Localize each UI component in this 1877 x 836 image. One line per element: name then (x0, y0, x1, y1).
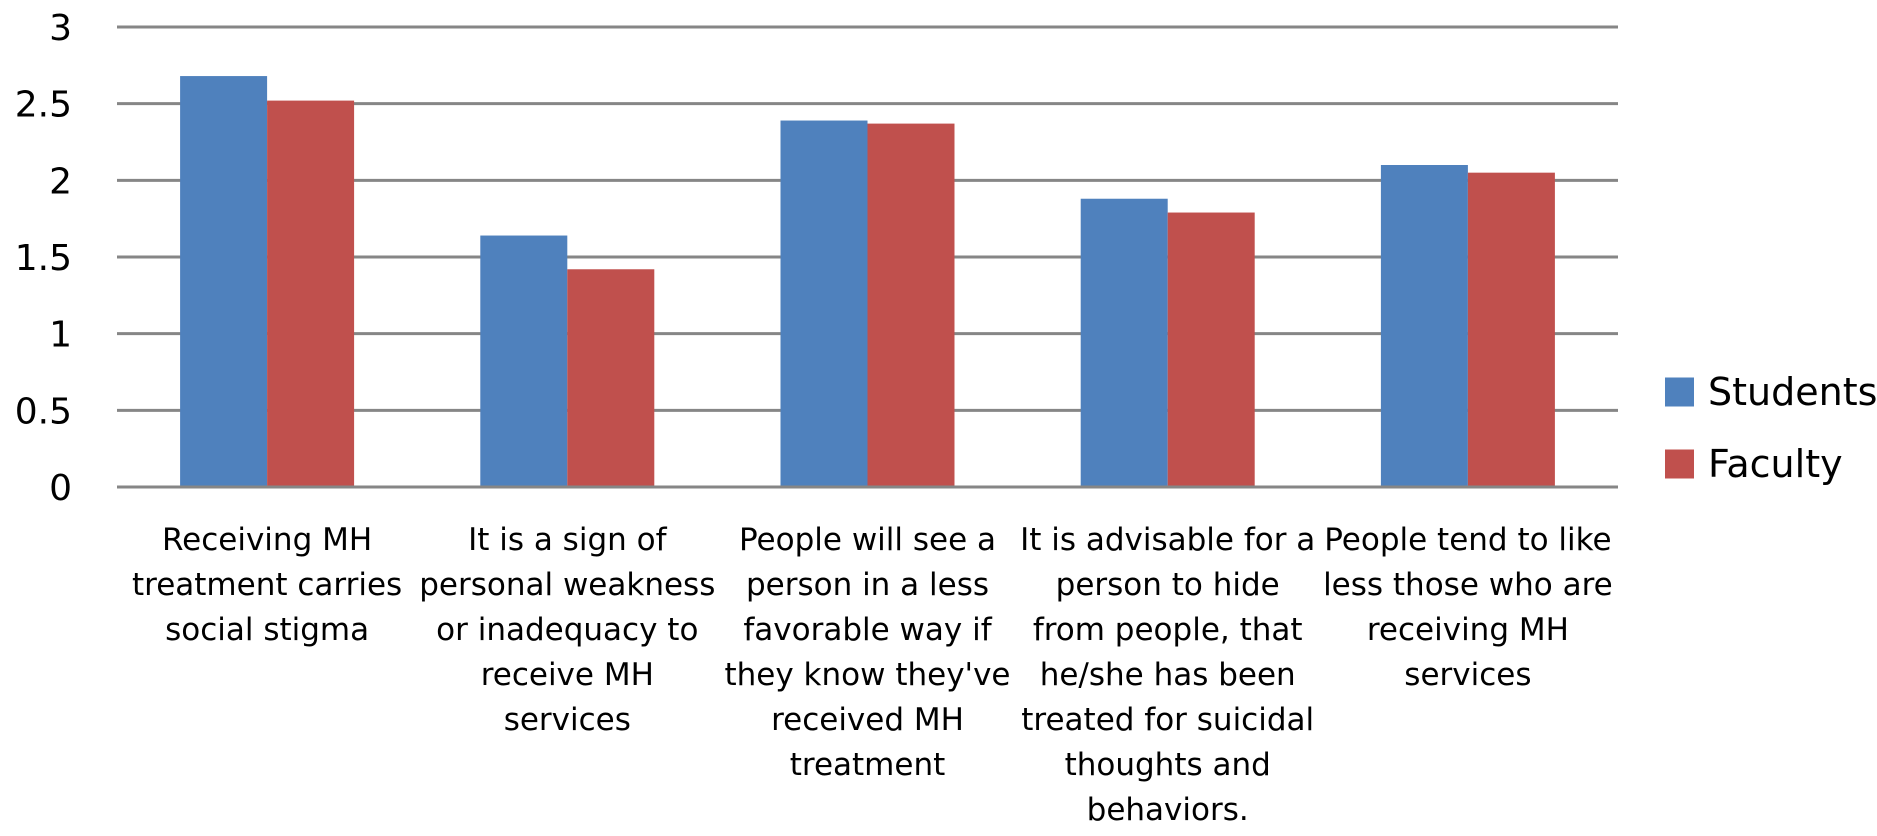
legend-label-faculty: Faculty (1708, 442, 1843, 486)
bar-students-4 (1080, 198, 1168, 487)
x-category-label: It is advisable for a person to hide from … (1020, 522, 1315, 828)
legend-label-students: Students (1708, 370, 1877, 414)
legend-swatch-students (1665, 377, 1694, 407)
bar-faculty-1 (267, 100, 355, 487)
bar-students-1 (180, 76, 268, 488)
y-tick-label: 0.5 (15, 391, 72, 432)
y-tick-label: 1 (49, 315, 72, 356)
bar-faculty-4 (1167, 212, 1255, 488)
y-tick-label: 2.5 (15, 85, 72, 126)
bars (180, 76, 1555, 488)
bar-students-2 (480, 235, 568, 487)
x-category-label: People will see a person in a less favorab… (724, 522, 1010, 783)
x-category-label: Receiving MH treatment carries social stig… (132, 522, 402, 648)
axes: 0 0.5 1 1.5 2 2.5 3 Receiving MH treatment carri… (15, 8, 1618, 828)
bar-faculty-3 (867, 123, 955, 487)
bar-students-5 (1380, 165, 1468, 487)
legend-swatch-faculty (1665, 449, 1694, 479)
y-tick-label: 0 (49, 468, 72, 509)
bar-faculty-2 (567, 269, 655, 487)
y-tick-label: 2 (49, 161, 72, 202)
y-tick-label: 1.5 (15, 238, 72, 279)
bar-faculty-5 (1467, 172, 1555, 487)
legend: Students Faculty (1665, 370, 1877, 486)
x-category-label: It is a sign of personal weakness or inade… (419, 522, 715, 738)
y-tick-label: 3 (49, 8, 72, 49)
x-category-label: People tend to like less those who are rec… (1323, 522, 1613, 693)
bar-students-3 (780, 120, 868, 488)
